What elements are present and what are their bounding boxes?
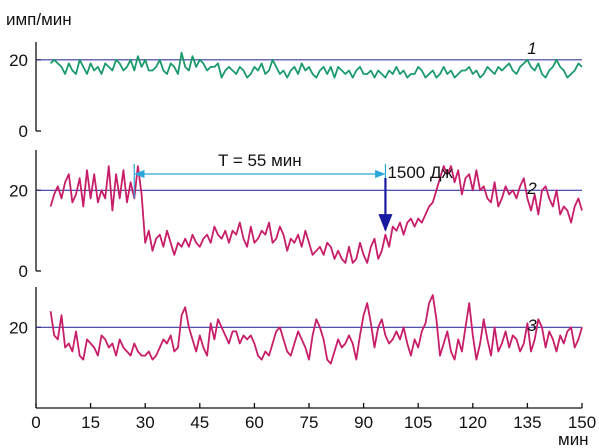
panel-1: 0 20 1 [9,39,583,141]
y-unit-label: имп/мин [6,10,72,29]
panels: 0 20 1 0 20 2 T = 55 мин 1500 Дж 20 3 [9,39,583,408]
event-label: 1500 Дж [387,163,453,182]
x-tick-label: 30 [136,413,155,432]
y-tick-label: 20 [9,318,28,337]
x-tick-label: 75 [300,413,319,432]
y-tick-label: 20 [9,51,28,70]
y-tick-label: 0 [19,262,28,281]
panel-number: 1 [527,39,536,58]
x-tick-label: 105 [404,413,432,432]
series-line [49,294,583,365]
y-tick-label: 20 [9,181,28,200]
panel-number: 2 [526,179,537,198]
x-tick-label: 60 [245,413,264,432]
panel-2: 0 20 2 T = 55 мин 1500 Дж [9,150,583,281]
y-tick-label: 0 [19,122,28,141]
series-line [49,51,583,79]
x-tick-label: 135 [513,413,541,432]
x-axis: 0 15 30 45 60 75 90 105 120 135 150 [31,403,596,432]
x-tick-label: 90 [354,413,373,432]
x-tick-label: 45 [190,413,209,432]
x-unit-label: мин [558,430,589,448]
x-tick-label: 150 [568,413,596,432]
x-tick-label: 120 [459,413,487,432]
panel-3: 20 3 [9,287,583,408]
panel-number: 3 [527,316,537,335]
x-tick-label: 15 [81,413,100,432]
interval-label: T = 55 мин [218,151,302,170]
x-tick-label: 0 [31,413,40,432]
series-line [49,165,583,264]
